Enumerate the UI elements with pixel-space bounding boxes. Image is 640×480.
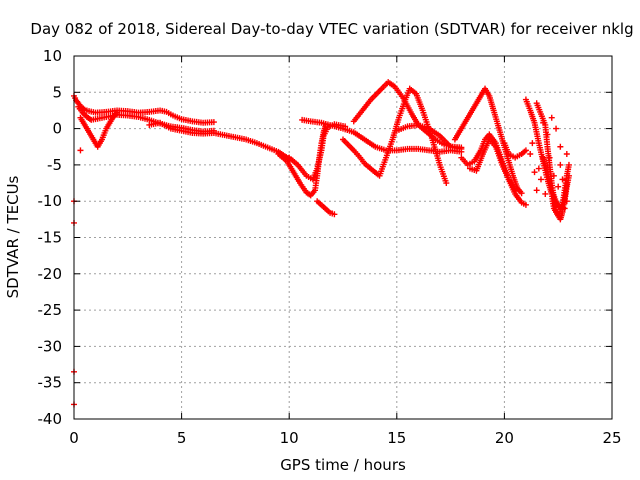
track-night-scatter-marker — [563, 198, 570, 205]
track-night-scatter-marker — [555, 183, 562, 190]
y-tick-label: -35 — [38, 374, 63, 392]
x-axis-label: GPS time / hours — [280, 456, 406, 474]
x-tick-label: 15 — [387, 429, 406, 447]
track-night-scatter-marker — [546, 154, 553, 161]
data-points — [71, 79, 572, 408]
track-evening-d-marker — [522, 147, 529, 154]
track-night-scatter-marker — [548, 114, 555, 121]
track-dip-early-marker — [114, 109, 121, 116]
track-night-scatter-marker — [535, 165, 542, 172]
x-tick-label: 5 — [177, 429, 187, 447]
track-afternoon-d-marker — [458, 145, 465, 152]
y-tick-label: 10 — [43, 47, 62, 65]
x-tick-label: 10 — [280, 429, 299, 447]
outliers-marker — [77, 147, 84, 154]
track-night-scatter-marker — [550, 172, 557, 179]
track-night-scatter-marker — [533, 187, 540, 194]
y-tick-label: -15 — [38, 229, 63, 247]
x-tick-label: 25 — [602, 429, 621, 447]
y-tick-label: -10 — [38, 192, 63, 210]
y-tick-label: -25 — [38, 301, 63, 319]
track-night-scatter-marker — [542, 190, 549, 197]
y-tick-label: 5 — [52, 83, 62, 101]
y-tick-label: -5 — [47, 156, 62, 174]
track-night-scatter-marker — [527, 151, 534, 158]
y-axis-label: SDTVAR / TECUs — [4, 175, 22, 298]
axis-ticks — [73, 55, 613, 420]
track-night-scatter-marker — [529, 140, 536, 147]
track-night-a-marker — [565, 161, 572, 168]
track-evening-a-marker — [518, 190, 525, 197]
y-tick-label: -20 — [38, 265, 63, 283]
track-night-scatter-marker — [559, 176, 566, 183]
track-night-scatter-marker — [537, 176, 544, 183]
track-night-c-marker — [565, 172, 572, 179]
track-night-scatter-marker — [540, 119, 547, 126]
y-tick-label: 0 — [52, 120, 62, 138]
x-tick-label: 20 — [495, 429, 514, 447]
y-tick-label: -30 — [38, 337, 63, 355]
track-night-scatter-marker — [557, 161, 564, 168]
track-evening-b-marker — [522, 201, 529, 208]
track-night-scatter-marker — [563, 151, 570, 158]
track-night-scatter-marker — [544, 131, 551, 138]
track-night-scatter-marker — [553, 125, 560, 132]
track-short-dip-marker — [331, 211, 338, 218]
track-night-scatter-marker — [557, 143, 564, 150]
tick-labels: 0 5 10 15 20 25 10 5 0 -5 -10 -15 -20 -25 -30 -35 -40 — [38, 47, 622, 447]
track-night-scatter-marker — [531, 169, 538, 176]
track-night-scatter-marker — [561, 205, 568, 212]
x-tick-label: 0 — [69, 429, 79, 447]
track-afternoon-b-marker — [443, 180, 450, 187]
track-evening-c-marker — [512, 187, 519, 194]
track-morning-upper-marker — [210, 119, 217, 126]
chart-title: Day 082 of 2018, Sidereal Day-to-day VTE… — [30, 20, 633, 38]
y-tick-label: -40 — [38, 410, 63, 428]
